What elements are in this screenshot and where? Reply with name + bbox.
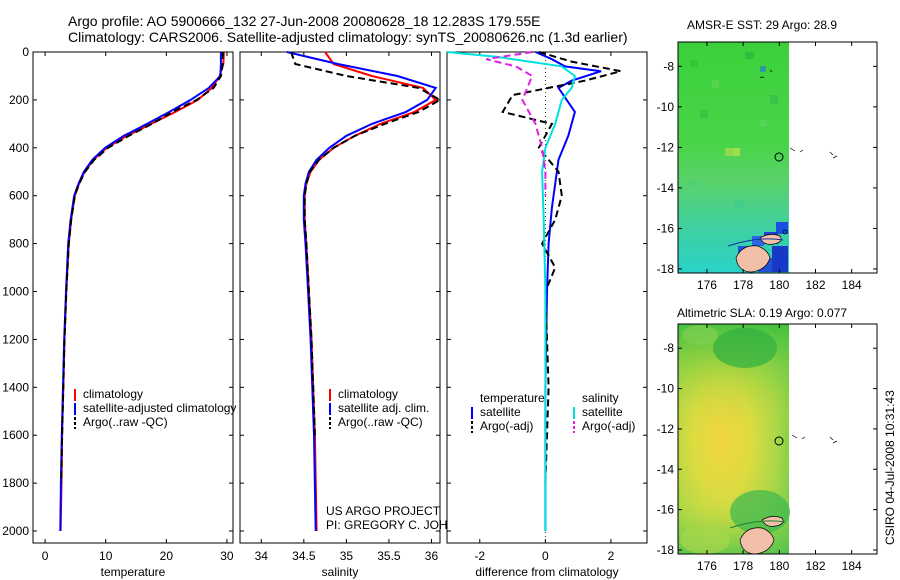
sla-map-blobs — [680, 325, 790, 554]
sst-map-ytick-label: -18 — [657, 262, 675, 276]
sst-map-frame — [677, 41, 878, 274]
salinity-xlabel: salinity — [322, 565, 359, 579]
title-line-1: Argo profile: AO 5900666_132 27-Jun-2008… — [68, 13, 541, 29]
depth-ytick-label: 1800 — [2, 476, 29, 490]
temperature-xtick-label: 10 — [99, 549, 113, 563]
difference-series-salinity-argo-adj — [486, 51, 547, 196]
depth-ytick-label: 200 — [9, 93, 29, 107]
difference-series-salinity-satellite — [446, 51, 577, 531]
sst-map-islands — [727, 69, 838, 273]
sla-map-ytick-label: -10 — [657, 382, 675, 396]
salinity-xtick-label: 34.5 — [292, 549, 316, 563]
salinity-panel: 34 34.5 35 35.5 36 salinity climatologysatelli… — [239, 51, 482, 579]
sla-map-panel: Altimetric SLA: 0.19 Argo: 0.077 176 178 1… — [657, 306, 878, 573]
temperature-series-argo-raw-qc — [60, 52, 224, 484]
difference-series-temperature-argo-adj — [501, 51, 622, 484]
difference-legend-header-temperature: temperature — [480, 391, 545, 405]
difference-legend-label: satellite — [582, 405, 623, 419]
temperature-legend-label: climatology — [83, 387, 143, 401]
salinity-legend-label: climatology — [338, 387, 398, 401]
sst-map-ytick-label: -12 — [657, 140, 675, 154]
sla-map-xtick-label: 176 — [697, 559, 717, 573]
depth-ytick-label: 0 — [22, 45, 29, 59]
sst-map-ytick-label: -8 — [663, 59, 674, 73]
temperature-plot-frame — [32, 51, 234, 544]
salinity-series-argo-raw-qc — [290, 51, 443, 436]
sla-map-xtick-label: 182 — [805, 559, 825, 573]
salinity-plot-frame — [239, 51, 441, 544]
sla-map-ytick-label: -12 — [657, 422, 675, 436]
sla-map-ytick-label: -16 — [657, 503, 675, 517]
sst-map-ytick-label: -10 — [657, 100, 675, 114]
title-line-2: Climatology: CARS2006. Satellite-adjuste… — [68, 29, 628, 45]
sla-map-xtick-label: 180 — [769, 559, 789, 573]
difference-legend-label: satellite — [480, 405, 521, 419]
sla-map-ytick-label: -14 — [657, 462, 675, 476]
sst-map-float-marker — [774, 152, 784, 162]
temperature-xtick-label: 20 — [160, 549, 174, 563]
depth-ytick-label: 1200 — [2, 332, 29, 346]
salinity-xtick-label: 34 — [255, 549, 269, 563]
difference-legend-label: Argo(-adj) — [582, 419, 635, 433]
sst-map-xtick-label: 182 — [805, 278, 825, 292]
sla-map-title: Altimetric SLA: 0.19 Argo: 0.077 — [677, 306, 847, 320]
sst-map-ytick-label: -14 — [657, 181, 675, 195]
sst-map-xtick-label: 176 — [697, 278, 717, 292]
salinity-annotation: US ARGO PROJECT — [326, 504, 441, 518]
difference-legend-label: Argo(-adj) — [480, 419, 533, 433]
sla-map-xtick-label: 184 — [842, 559, 862, 573]
sst-map-axes: 176 178 180 182 184 -8 -10 -12 -14 -16 -18 — [657, 42, 877, 292]
salinity-legend-label: satellite adj. clim. — [338, 401, 429, 415]
sst-map-ytick-label: -16 — [657, 221, 675, 235]
salinity-annotation: PI: GREGORY C. JOHNSON — [326, 518, 482, 532]
temperature-legend-label: Argo(..raw -QC) — [83, 415, 168, 429]
difference-xtick-label: 2 — [608, 549, 615, 563]
sla-map-islands — [729, 434, 838, 555]
sst-map-pixel-noise — [690, 52, 778, 208]
salinity-legend-label: Argo(..raw -QC) — [338, 415, 423, 429]
temperature-panel: 0 10 20 30 temperature 0 200 400 600 800 1000 1200 1… — [2, 45, 236, 579]
depth-ytick-label: 1600 — [2, 428, 29, 442]
temperature-series-satellite-adjusted-climatology — [59, 52, 222, 532]
salinity-xtick-label: 35 — [340, 549, 354, 563]
temperature-xtick-label: 30 — [220, 549, 234, 563]
sla-map-xtick-label: 178 — [733, 559, 753, 573]
sst-map-panel: AMSR-E SST: 29 Argo: 28.9 — [657, 18, 878, 292]
depth-ytick-label: 1400 — [2, 380, 29, 394]
temperature-xlabel: temperature — [101, 565, 166, 579]
salinity-xtick-label: 35.5 — [377, 549, 401, 563]
difference-legend-header-salinity: salinity — [582, 391, 619, 405]
difference-xtick-label: 0 — [542, 549, 549, 563]
difference-panel: -2 0 2 difference from climatology temperatu… — [446, 51, 648, 579]
sla-map-axes: 176 178 180 182 184 -8 -10 -12 -14 -16 -18 — [657, 324, 877, 573]
credit-text: CSIRO 04-Jul-2008 10:31:43 — [883, 390, 897, 545]
depth-ytick-label: 800 — [9, 237, 29, 251]
sst-map-xtick-label: 180 — [769, 278, 789, 292]
difference-xtick-label: -2 — [474, 549, 485, 563]
sla-map-ytick-label: -18 — [657, 543, 675, 557]
sla-map-frame — [677, 323, 878, 555]
depth-ytick-label: 2000 — [2, 524, 29, 538]
difference-xlabel: difference from climatology — [475, 565, 618, 579]
temperature-legend-label: satellite-adjusted climatology — [83, 401, 236, 415]
sst-map-title: AMSR-E SST: 29 Argo: 28.9 — [687, 18, 837, 32]
sla-map-ytick-label: -8 — [663, 341, 674, 355]
salinity-xtick-label: 36 — [425, 549, 439, 563]
sst-map-xtick-label: 184 — [842, 278, 862, 292]
depth-ytick-label: 600 — [9, 189, 29, 203]
depth-ytick-label: 400 — [9, 141, 29, 155]
depth-ytick-label: 1000 — [2, 285, 29, 299]
temperature-xtick-label: 0 — [42, 549, 49, 563]
sla-map-float-marker — [774, 436, 784, 446]
sst-map-xtick-label: 178 — [733, 278, 753, 292]
